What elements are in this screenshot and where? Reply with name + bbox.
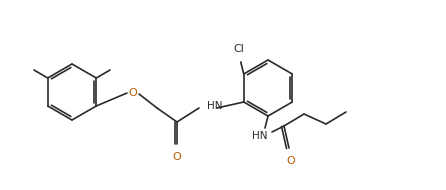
Text: O: O: [173, 152, 182, 162]
Text: O: O: [128, 88, 137, 98]
Text: Cl: Cl: [233, 44, 244, 54]
Text: HN: HN: [252, 131, 268, 141]
Text: O: O: [287, 156, 295, 166]
Text: HN: HN: [207, 101, 223, 111]
